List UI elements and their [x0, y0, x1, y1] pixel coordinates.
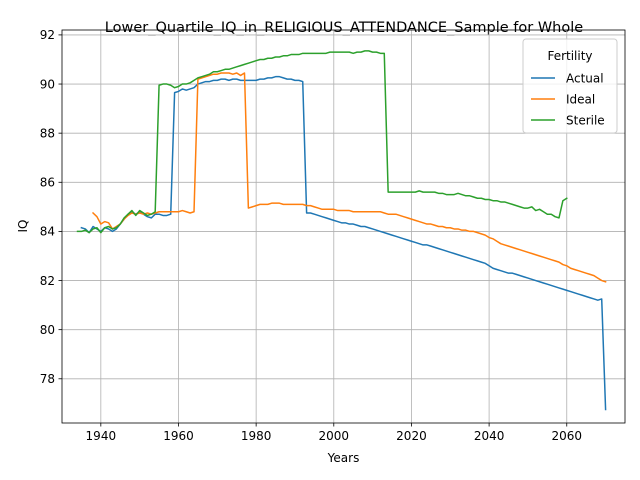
x-tick-label: 2040 [474, 429, 505, 443]
plot-frame [61, 29, 626, 424]
x-tick-label: 1980 [241, 429, 272, 443]
y-tick-label: 86 [40, 176, 55, 190]
series-line-ideal [91, 72, 607, 283]
tick-layer: 1940 1960 1980 2000 2020 2040 2060 78 80 82 84 86 88… [40, 28, 582, 443]
legend: Fertility Actual Ideal Sterile [522, 38, 618, 134]
x-axis-label: Years [327, 451, 360, 465]
y-tick-label: 88 [40, 126, 55, 140]
legend-entries: Actual Ideal Sterile [531, 71, 605, 127]
x-tick-label: 1960 [163, 429, 194, 443]
legend-label-ideal: Ideal [566, 92, 595, 106]
y-tick-label: 84 [40, 225, 55, 239]
grid-layer [62, 30, 625, 423]
y-tick-label: 80 [40, 323, 55, 337]
legend-label-sterile: Sterile [566, 113, 605, 127]
legend-label-actual: Actual [566, 71, 604, 85]
y-axis-label: IQ [16, 220, 30, 233]
x-tick-label: 1940 [86, 429, 117, 443]
y-tick-label: 92 [40, 28, 55, 42]
y-tick-label: 82 [40, 274, 55, 288]
series-line-sterile [76, 50, 568, 234]
legend-title: Fertility [547, 49, 592, 63]
series-layer [76, 50, 607, 411]
legend-box [522, 38, 618, 134]
y-tick-label: 78 [40, 372, 55, 386]
x-tick-label: 2060 [551, 429, 582, 443]
x-tick-label: 2020 [396, 429, 427, 443]
y-tick-label: 90 [40, 77, 55, 91]
series-line-actual [80, 75, 607, 411]
chart-title: Lower_Quartile_IQ_in_RELIGIOUS_ATTENDANC… [105, 20, 583, 36]
x-tick-label: 2000 [319, 429, 350, 443]
